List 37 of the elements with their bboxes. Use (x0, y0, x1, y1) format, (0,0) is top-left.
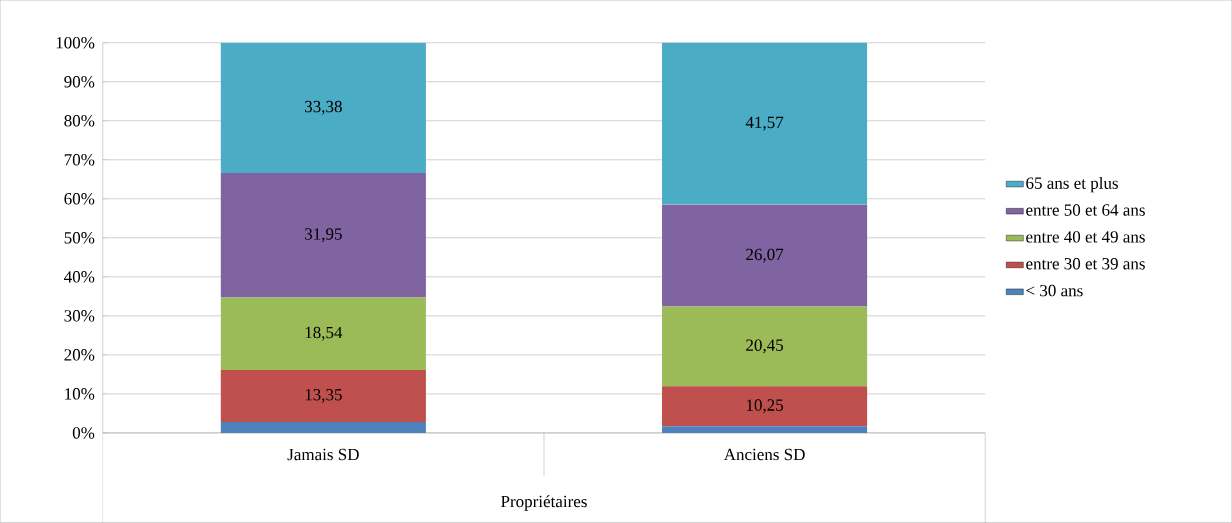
bar (220, 297, 426, 370)
data-label: 18,54 (305, 326, 343, 341)
bar (662, 386, 868, 427)
bar (220, 172, 426, 298)
legend-label: entre 50 et 64 ans (1026, 204, 1145, 216)
data-label: 26,07 (746, 248, 784, 263)
data-label: 10,25 (746, 399, 784, 414)
y-tick-label: 100% (56, 36, 95, 49)
x-axis-title: Propriétaires (501, 495, 587, 511)
y-tick-label: 50% (64, 231, 95, 244)
y-tick-label: 30% (64, 310, 95, 322)
y-tick-label: 20% (64, 349, 95, 361)
y-tick-label: 10% (65, 388, 95, 400)
y-tick-label: 0% (72, 427, 95, 439)
bar (220, 369, 426, 422)
y-tick-label: 60% (64, 192, 95, 205)
y-tick-label: 90% (64, 75, 95, 88)
bar (662, 42, 868, 205)
bar (662, 426, 868, 433)
legend-label: < 30 ans (1026, 284, 1083, 297)
bar (220, 42, 426, 173)
y-tick-label: 80% (64, 114, 95, 127)
y-tick-label: 40% (64, 270, 95, 283)
y-tick-label: 70% (64, 153, 95, 166)
data-label: 31,95 (305, 228, 342, 243)
bar (662, 306, 868, 387)
x-tick-label: Anciens SD (723, 448, 805, 461)
bar (220, 421, 426, 433)
legend-label: entre 30 et 39 ans (1026, 257, 1145, 270)
bar (662, 204, 868, 307)
data-label: 33,38 (305, 100, 342, 115)
data-label: 13,35 (305, 388, 342, 403)
data-label: 41,57 (745, 116, 784, 131)
legend-label: entre 40 et 49 ans (1026, 231, 1145, 243)
data-label: 20,45 (746, 339, 784, 354)
x-tick-label: Jamais SD (287, 448, 359, 461)
legend-label: 65 ans et plus (1026, 176, 1118, 193)
